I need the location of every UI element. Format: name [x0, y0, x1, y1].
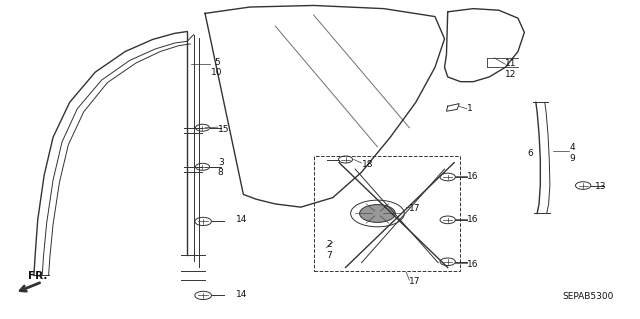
Text: SEPAB5300: SEPAB5300 — [563, 292, 614, 301]
Text: 15: 15 — [218, 125, 229, 134]
Text: 16: 16 — [467, 173, 478, 182]
Text: 1: 1 — [467, 104, 472, 113]
Text: 6: 6 — [527, 149, 533, 158]
Text: 16: 16 — [467, 260, 478, 269]
Text: 17: 17 — [410, 277, 421, 286]
Text: 5
10: 5 10 — [211, 58, 223, 77]
Text: 14: 14 — [236, 215, 247, 224]
Text: 3
8: 3 8 — [218, 158, 223, 177]
Text: FR.: FR. — [28, 271, 47, 281]
Text: 16: 16 — [467, 215, 478, 224]
Text: 13: 13 — [595, 182, 606, 191]
Text: 18: 18 — [362, 160, 373, 169]
Text: 11
12: 11 12 — [505, 59, 516, 79]
Text: 17: 17 — [410, 204, 421, 213]
Text: 4
9: 4 9 — [569, 144, 575, 163]
Bar — [314, 156, 461, 271]
Circle shape — [360, 204, 396, 222]
Text: 2
7: 2 7 — [326, 240, 332, 260]
Text: 14: 14 — [236, 290, 247, 299]
